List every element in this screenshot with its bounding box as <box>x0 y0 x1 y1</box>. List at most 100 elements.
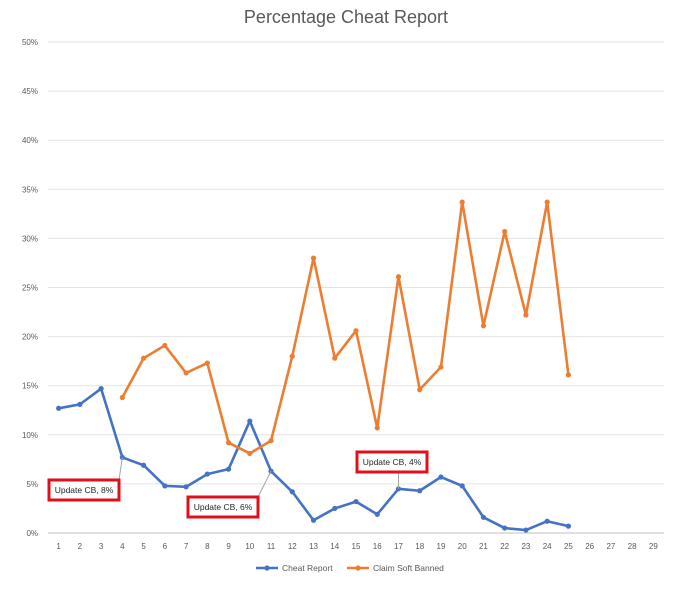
y-tick-label: 45% <box>22 87 38 96</box>
data-point <box>140 462 147 468</box>
data-point <box>140 355 147 361</box>
data-point <box>204 360 210 366</box>
chart-title: Percentage Cheat Report <box>244 7 448 27</box>
annotation-leader <box>257 470 272 498</box>
data-point <box>183 370 189 376</box>
annotation-label: Update CB, 6% <box>194 502 253 512</box>
annotation-callout: Update CB, 6% <box>186 470 272 519</box>
x-tick-label: 12 <box>288 542 297 551</box>
legend-marker <box>264 565 270 571</box>
y-tick-label: 50% <box>22 38 38 47</box>
annotation-label: Update CB, 4% <box>363 457 422 467</box>
data-point <box>502 525 508 531</box>
x-tick-label: 17 <box>394 542 403 551</box>
series-group <box>56 199 572 533</box>
x-tick-label: 19 <box>437 542 446 551</box>
data-point <box>374 425 380 431</box>
y-tick-label: 25% <box>22 284 38 293</box>
data-point <box>565 523 572 529</box>
data-point <box>332 355 338 361</box>
data-point <box>353 328 359 334</box>
data-point <box>438 474 444 480</box>
y-tick-label: 20% <box>22 333 38 342</box>
x-tick-label: 24 <box>543 542 552 551</box>
data-point <box>523 527 529 533</box>
x-tick-label: 25 <box>564 542 573 551</box>
x-tick-label: 11 <box>267 542 276 551</box>
annotation-callout: Update CB, 8% <box>47 457 123 502</box>
x-tick-label: 4 <box>120 542 125 551</box>
data-point <box>268 438 274 444</box>
data-point <box>162 483 168 489</box>
y-tick-label: 40% <box>22 136 38 145</box>
x-tick-label: 28 <box>628 542 637 551</box>
data-point <box>502 228 508 235</box>
data-point <box>459 483 465 489</box>
x-tick-label: 7 <box>184 542 189 551</box>
annotation-box <box>355 450 429 474</box>
y-tick-label: 10% <box>22 431 38 440</box>
x-axis-ticks: 1 2 3 4 5 6 7 8 9 10 11 12 13 14 15 16 17 18 19 20 21 22 23 24 2… <box>56 542 658 551</box>
annotation-box <box>47 478 121 502</box>
data-point <box>247 418 253 424</box>
data-point <box>438 364 444 370</box>
data-point <box>119 394 125 401</box>
data-point <box>310 255 317 261</box>
annotation-leader <box>118 457 123 481</box>
legend-item: Claim Soft Banned <box>347 563 444 573</box>
data-point <box>289 353 295 359</box>
y-tick-label: 5% <box>26 480 38 489</box>
data-point <box>204 471 210 477</box>
data-point <box>565 372 572 378</box>
legend-item: Cheat Report <box>256 563 333 573</box>
x-tick-label: 18 <box>415 542 424 551</box>
legend: Cheat Report Claim Soft Banned <box>256 563 444 573</box>
legend-label: Cheat Report <box>282 563 333 573</box>
data-point <box>332 505 338 512</box>
x-tick-label: 20 <box>458 542 467 551</box>
data-point <box>544 199 550 205</box>
x-tick-label: 26 <box>585 542 594 551</box>
series-line <box>58 387 569 532</box>
x-tick-label: 14 <box>330 542 339 551</box>
legend-label: Claim Soft Banned <box>373 563 444 573</box>
y-tick-label: 0% <box>26 529 38 538</box>
data-point <box>98 386 104 392</box>
x-tick-label: 15 <box>352 542 361 551</box>
data-point <box>374 511 380 517</box>
annotations: Update CB, 8% Update CB, 6% Update CB, 4% <box>47 450 429 519</box>
data-point <box>183 484 189 490</box>
data-point <box>225 440 232 446</box>
data-point <box>353 498 359 505</box>
y-tick-label: 15% <box>22 382 38 391</box>
annotation-callout: Update CB, 4% <box>355 450 429 489</box>
series-1 <box>56 386 572 533</box>
x-tick-label: 5 <box>141 542 146 551</box>
x-tick-label: 13 <box>309 542 318 551</box>
legend-marker <box>355 565 361 571</box>
data-point <box>523 312 529 318</box>
x-tick-label: 6 <box>163 542 168 551</box>
x-tick-label: 22 <box>500 542 509 551</box>
data-point <box>162 342 168 349</box>
series-line <box>121 200 570 455</box>
annotation-label: Update CB, 8% <box>55 485 114 495</box>
data-point <box>247 450 253 457</box>
data-point <box>480 323 487 329</box>
data-point <box>480 514 487 520</box>
x-tick-label: 16 <box>373 542 382 551</box>
y-tick-label: 30% <box>22 234 38 243</box>
x-tick-label: 23 <box>521 542 530 551</box>
x-tick-label: 21 <box>479 542 488 551</box>
data-point <box>77 401 83 407</box>
x-tick-label: 10 <box>245 542 254 551</box>
data-point <box>225 466 232 472</box>
data-point <box>289 489 295 495</box>
x-tick-label: 9 <box>226 542 231 551</box>
x-tick-label: 27 <box>606 542 615 551</box>
data-point <box>544 518 550 524</box>
y-tick-label: 35% <box>22 185 38 194</box>
x-tick-label: 2 <box>78 542 83 551</box>
x-tick-label: 29 <box>649 542 658 551</box>
